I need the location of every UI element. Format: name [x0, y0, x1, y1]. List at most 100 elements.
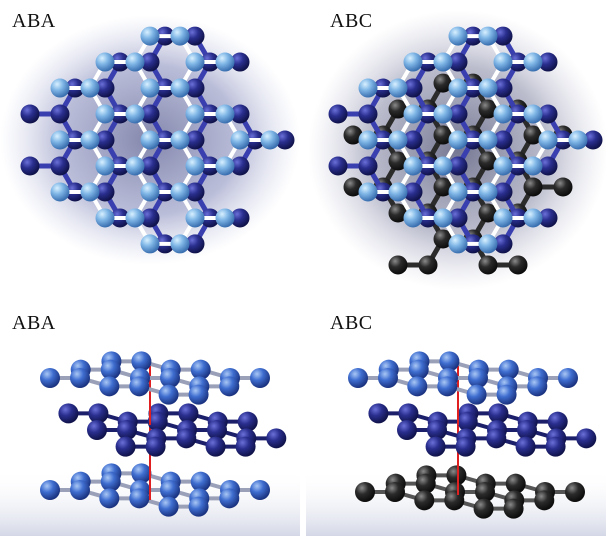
- aba-layer-a-atom: [215, 208, 235, 228]
- bottom-right-stack: [348, 351, 597, 519]
- abc-side-layer-2-atom: [486, 428, 507, 449]
- abc-side-layer-2-atom: [455, 436, 476, 457]
- aba-side-layer-1-atom: [188, 496, 209, 517]
- aba-layer-a-atom: [170, 234, 190, 254]
- abc-side-layer-2-atom: [427, 420, 447, 440]
- aba-layer-a-atom: [95, 104, 115, 124]
- aba-layer-b-atom: [50, 156, 70, 176]
- abc-layer-a-atom: [523, 104, 543, 124]
- abc-layer-b-atom: [448, 52, 468, 72]
- aba-layer-a-atom: [140, 78, 160, 98]
- aba-layer-a-atom: [170, 130, 190, 150]
- top-right-lattice: [328, 26, 603, 275]
- aba-layer-a-atom: [125, 104, 145, 124]
- abc-layer-a-atom: [478, 130, 498, 150]
- abc-layer-a-atom: [358, 130, 378, 150]
- abc-layer-a-atom: [358, 182, 378, 202]
- aba-layer-a-atom: [185, 156, 205, 176]
- abc-layer-b-atom: [403, 130, 423, 150]
- aba-side-layer-1-atom: [190, 471, 211, 492]
- abc-side-layer-3-atom: [527, 376, 548, 397]
- abc-side-layer-2-atom: [517, 420, 537, 440]
- aba-layer-b-atom: [20, 104, 40, 124]
- aba-layer-a-atom: [80, 78, 100, 98]
- aba-layer-a-atom: [140, 130, 160, 150]
- abc-side-layer-1-atom: [446, 465, 467, 486]
- abc-layer-a-atom: [433, 208, 453, 228]
- abc-layer-b-atom: [493, 130, 513, 150]
- aba-side-layer-3-atom: [40, 368, 60, 388]
- abc-side-layer-1-atom: [415, 473, 436, 494]
- abc-layer-c-atom: [388, 203, 408, 223]
- abc-side-layer-2-atom: [398, 403, 419, 424]
- aba-layer-b-atom: [140, 104, 160, 124]
- aba-layer-b-atom: [95, 182, 115, 202]
- abc-side-layer-3-atom: [437, 376, 458, 397]
- abc-layer-a-atom: [448, 130, 468, 150]
- abc-side-layer-2-atom: [547, 411, 568, 432]
- abc-layer-b-atom: [358, 156, 378, 176]
- aba-layer-a-atom: [95, 52, 115, 72]
- abc-layer-c-atom: [343, 177, 363, 197]
- abc-layer-b-atom: [403, 78, 423, 98]
- aba-layer-a-atom: [215, 156, 235, 176]
- aba-layer-b-atom: [140, 52, 160, 72]
- aba-layer-a-atom: [80, 130, 100, 150]
- abc-side-layer-1-atom: [503, 498, 524, 519]
- abc-layer-a-atom: [478, 78, 498, 98]
- abc-layer-a-atom: [523, 52, 543, 72]
- abc-layer-a-atom: [523, 156, 543, 176]
- abc-side-layer-3-atom: [407, 376, 428, 397]
- abc-layer-c-atom: [523, 125, 543, 145]
- aba-layer-b-atom: [230, 156, 250, 176]
- abc-layer-b-atom: [538, 104, 558, 124]
- abc-layer-c-atom: [553, 177, 573, 197]
- panel-label-top-left: ABA: [12, 10, 56, 32]
- abc-side-layer-3-atom: [466, 384, 487, 405]
- abc-side-layer-2-atom: [457, 411, 478, 432]
- aba-layer-a-atom: [215, 52, 235, 72]
- panel-label-top-right: ABC: [330, 10, 373, 32]
- aba-side-layer-2-atom: [176, 428, 197, 449]
- abc-layer-b-atom: [538, 52, 558, 72]
- abc-side-layer-1-atom: [565, 482, 585, 502]
- abc-side-layer-2-atom: [545, 436, 566, 457]
- abc-layer-c-atom: [523, 177, 543, 197]
- abc-side-layer-1-atom: [505, 473, 526, 494]
- aba-layer-b-atom: [185, 78, 205, 98]
- abc-layer-b-atom: [493, 234, 513, 254]
- abc-layer-c-atom: [478, 151, 498, 171]
- abc-side-layer-1-atom: [355, 482, 375, 502]
- abc-layer-a-atom: [403, 156, 423, 176]
- aba-layer-a-atom: [170, 182, 190, 202]
- aba-layer-a-atom: [185, 104, 205, 124]
- aba-side-layer-2-atom: [117, 420, 137, 440]
- abc-layer-a-atom: [448, 26, 468, 46]
- aba-side-layer-2-atom: [237, 411, 258, 432]
- aba-layer-a-atom: [230, 130, 250, 150]
- abc-layer-a-atom: [493, 208, 513, 228]
- panel-label-bottom-right: ABC: [330, 312, 373, 334]
- abc-side-layer-3-atom: [348, 368, 368, 388]
- aba-layer-a-atom: [80, 182, 100, 202]
- abc-layer-a-atom: [568, 130, 588, 150]
- abc-side-layer-3-atom: [408, 359, 429, 380]
- abc-layer-a-atom: [388, 130, 408, 150]
- aba-layer-a-atom: [215, 104, 235, 124]
- abc-layer-c-atom: [478, 255, 498, 275]
- aba-layer-a-atom: [95, 156, 115, 176]
- abc-layer-a-atom: [493, 156, 513, 176]
- abc-side-layer-1-atom: [414, 490, 435, 511]
- abc-layer-a-atom: [403, 208, 423, 228]
- aba-side-layer-3-atom: [160, 368, 180, 388]
- aba-layer-a-atom: [185, 52, 205, 72]
- aba-side-layer-2-atom: [266, 428, 287, 449]
- aba-side-layer-3-atom: [99, 376, 120, 397]
- aba-side-layer-2-atom: [178, 403, 199, 424]
- abc-layer-a-atom: [538, 130, 558, 150]
- abc-side-layer-1-atom: [444, 490, 465, 511]
- aba-side-layer-3-atom: [100, 359, 121, 380]
- aba-layer-b-atom: [185, 130, 205, 150]
- abc-layer-c-atom: [433, 229, 453, 249]
